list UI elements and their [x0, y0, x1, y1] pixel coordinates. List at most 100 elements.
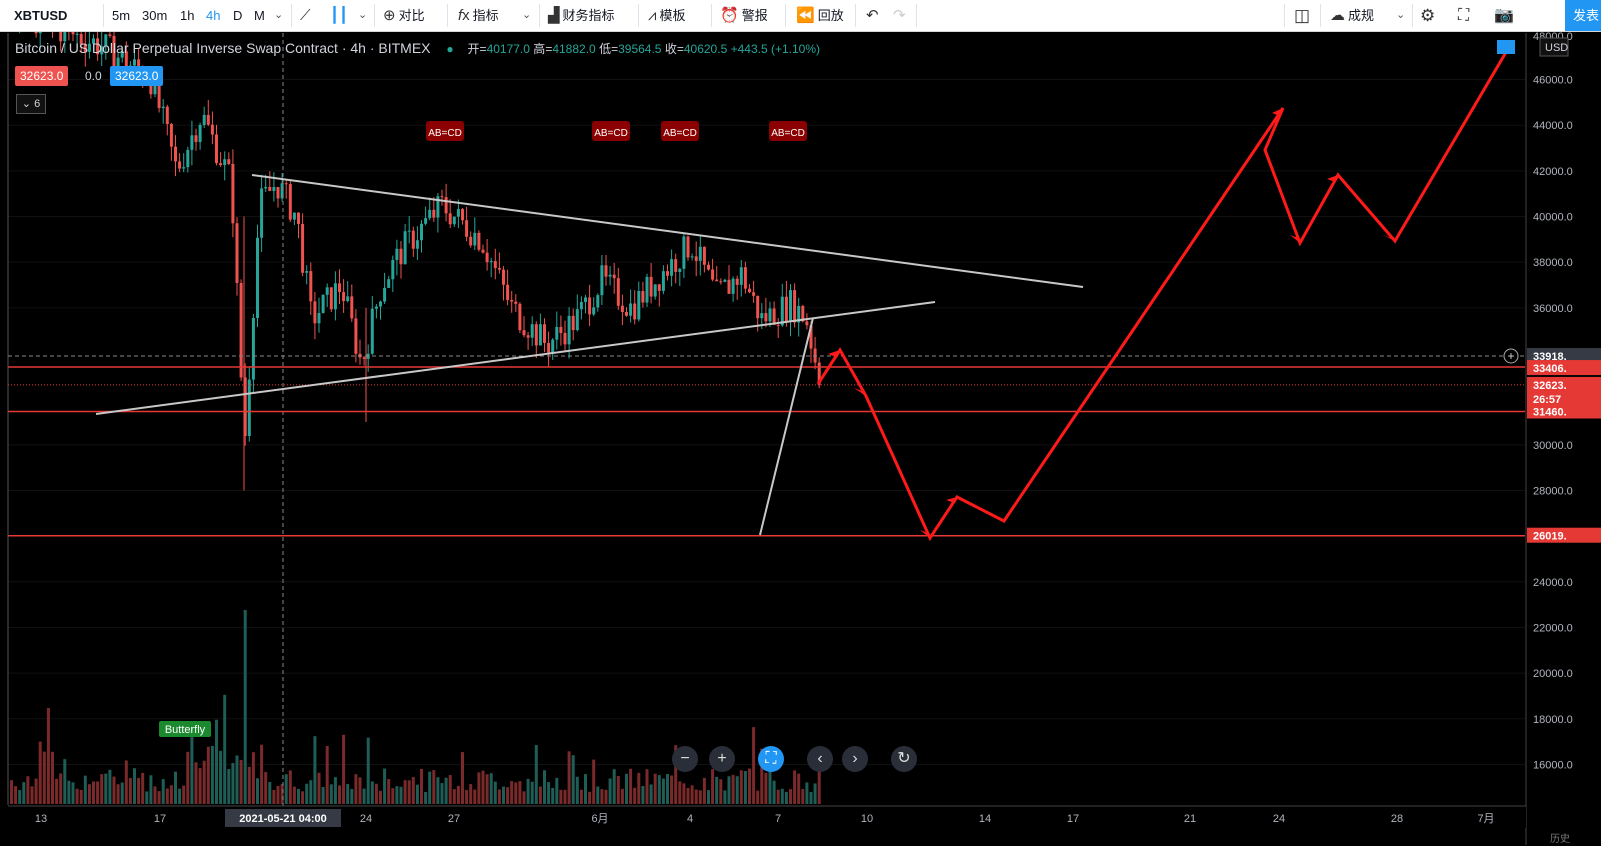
- replay-button[interactable]: ⏪ 回放: [796, 0, 844, 31]
- candle: [424, 206, 428, 226]
- chevron-left-icon: ‹: [817, 750, 823, 767]
- pattern-label-bg: [661, 121, 699, 141]
- minus-icon: −: [680, 750, 690, 767]
- pattern-label-abcd[interactable]: AB=CD: [592, 121, 630, 141]
- candle: [694, 241, 698, 277]
- price-label-text: 32623.: [1533, 380, 1567, 392]
- layout-button[interactable]: ◫: [1294, 0, 1313, 31]
- volume-bar: [801, 789, 805, 804]
- trendline-lower[interactable]: [95, 301, 936, 415]
- volume-bar: [481, 770, 485, 804]
- candle-body: [395, 248, 399, 260]
- interval-4h[interactable]: 4h: [206, 8, 221, 23]
- interval-30m[interactable]: 30m: [142, 8, 168, 23]
- publish-button[interactable]: 发表: [1565, 0, 1601, 31]
- candle-body: [723, 279, 727, 282]
- alert-marker-icon[interactable]: [1497, 40, 1515, 54]
- currency-button[interactable]: USD: [1539, 37, 1569, 57]
- zoom-out-button[interactable]: −: [672, 746, 698, 772]
- volume-bar: [280, 784, 284, 804]
- trendline-upper[interactable]: [251, 174, 1084, 288]
- indicators-dropdown-icon[interactable]: ⌄: [522, 9, 532, 21]
- candle-body: [502, 269, 505, 285]
- interval-D[interactable]: D: [233, 8, 243, 23]
- candle-body: [543, 324, 546, 343]
- undo-button[interactable]: ↶: [866, 0, 882, 31]
- fx-icon: fx: [458, 7, 470, 24]
- screenshot-button[interactable]: 📷: [1494, 0, 1517, 31]
- compare-button[interactable]: ⊕ 对比: [383, 0, 425, 31]
- reset-chart-button[interactable]: ↻: [891, 746, 917, 772]
- candle-body: [678, 268, 682, 272]
- volume-bar: [424, 791, 428, 804]
- scroll-left-button[interactable]: ‹: [807, 746, 833, 772]
- projection-line[interactable]: [759, 317, 814, 536]
- candle: [616, 267, 620, 310]
- templates-button[interactable]: ⩘ 模板: [648, 0, 685, 31]
- volume-bar: [243, 610, 247, 804]
- time-tick-label: 27: [448, 813, 460, 825]
- indicators-collapse-toggle[interactable]: ⌄ 6: [16, 94, 46, 114]
- pattern-label-abcd[interactable]: AB=CD: [661, 121, 699, 141]
- butterfly-label-text: Butterfly: [165, 724, 206, 736]
- time-tick-label: 14: [979, 813, 991, 825]
- pattern-label-abcd[interactable]: AB=CD: [769, 121, 807, 141]
- alert-button[interactable]: ⏰ 警报: [720, 0, 768, 31]
- volume-bar: [75, 788, 79, 804]
- series-legend: Bitcoin / US Dollar Perpetual Inverse Sw…: [15, 40, 820, 57]
- candle: [735, 275, 739, 300]
- ask-price-button[interactable]: 32623.0: [110, 66, 164, 86]
- volume-bar: [436, 777, 440, 804]
- candle: [637, 281, 641, 322]
- chart-style-candle-icon[interactable]: ┃┃: [330, 7, 349, 24]
- time-tick-label: 7: [775, 813, 781, 825]
- interval-1h[interactable]: 1h: [180, 8, 195, 23]
- financials-button[interactable]: ▟ 财务指标: [548, 0, 615, 31]
- layout-name-button[interactable]: ☁ 成规: [1330, 0, 1374, 31]
- candle: [358, 339, 362, 365]
- settings-button[interactable]: ⚙: [1420, 0, 1438, 31]
- pattern-label-text: AB=CD: [594, 128, 628, 139]
- volume-bar: [489, 773, 493, 804]
- crosshair-time-label: 2021-05-21 04:00: [225, 809, 341, 827]
- indicators-button[interactable]: fx 指标: [458, 0, 499, 31]
- layout-dropdown-icon[interactable]: ⌄: [1396, 9, 1406, 21]
- bid-price-button[interactable]: 32623.0: [15, 66, 69, 86]
- candle-body: [522, 330, 526, 336]
- pattern-label-abcd[interactable]: AB=CD: [426, 121, 464, 141]
- candle: [383, 272, 387, 305]
- candle: [813, 336, 817, 370]
- chart-style-line-icon[interactable]: ⟋: [300, 7, 311, 24]
- arrowhead: [828, 350, 840, 357]
- arrowhead: [946, 497, 957, 503]
- volume-bar: [83, 775, 87, 804]
- add-alert-button[interactable]: +: [1503, 348, 1519, 364]
- candle-body: [264, 186, 268, 189]
- butterfly-pattern-label[interactable]: Butterfly: [159, 721, 211, 737]
- interval-M[interactable]: M: [254, 8, 265, 23]
- time-tick-label: 24: [360, 813, 372, 825]
- projected-path-arrow[interactable]: [816, 41, 1514, 542]
- visibility-dot-icon[interactable]: ●: [446, 42, 454, 56]
- reset-scale-button[interactable]: ⛶: [758, 746, 784, 772]
- symbol-search[interactable]: XBTUSD: [14, 8, 68, 23]
- candle: [194, 128, 198, 151]
- volume-bar: [67, 780, 71, 804]
- candle: [169, 123, 173, 161]
- interval-5m[interactable]: 5m: [112, 8, 131, 23]
- redo-button[interactable]: ↷: [893, 0, 909, 31]
- candle: [68, 32, 70, 41]
- volume-bar: [702, 777, 706, 804]
- chart-style-dropdown-icon[interactable]: ⌄: [358, 9, 368, 21]
- candle: [379, 300, 382, 320]
- volume-bar: [46, 708, 50, 804]
- candle-body: [178, 161, 182, 169]
- candle-body: [711, 269, 715, 280]
- candle: [354, 309, 358, 363]
- interval-dropdown-icon[interactable]: ⌄: [274, 9, 284, 21]
- zoom-in-button[interactable]: +: [709, 746, 735, 772]
- scroll-right-button[interactable]: ›: [842, 746, 868, 772]
- candle: [657, 283, 661, 307]
- fullscreen-button[interactable]: ⛶: [1458, 0, 1472, 31]
